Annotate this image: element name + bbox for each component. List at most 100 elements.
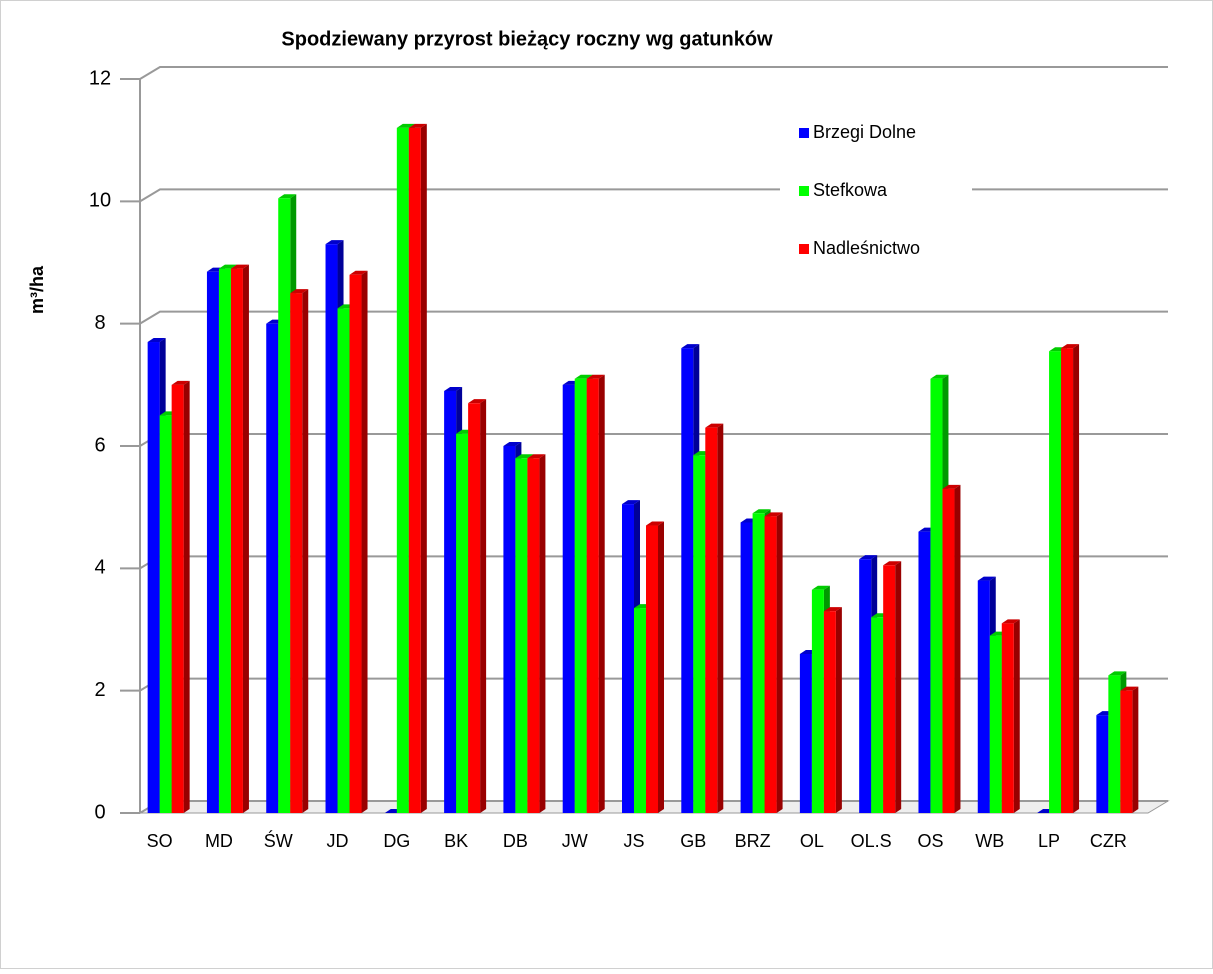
bar — [527, 458, 540, 813]
y-tick-label: 4 — [94, 557, 105, 579]
bar — [871, 617, 884, 813]
bar — [1108, 675, 1121, 813]
x-tick-label: OL.S — [851, 831, 892, 851]
legend-box — [780, 110, 972, 270]
bar-top — [1108, 671, 1127, 676]
bar — [1120, 690, 1133, 813]
bar — [444, 390, 457, 813]
chart-title: Spodziewany przyrost bieżący roczny wg g… — [281, 28, 773, 50]
legend-swatch — [799, 128, 809, 138]
bar-top — [1120, 686, 1139, 691]
bar-side — [954, 484, 961, 813]
y-axis-label: m³/ha — [27, 265, 47, 314]
bar-top — [230, 264, 249, 269]
bar-side — [598, 374, 605, 813]
bar — [918, 531, 931, 813]
bar-top — [811, 585, 830, 590]
bar — [266, 323, 279, 813]
bar-top — [503, 442, 522, 446]
bar — [1001, 623, 1014, 813]
bar — [799, 653, 812, 813]
legend-label: Stefkowa — [813, 180, 888, 200]
bar — [823, 611, 836, 813]
bar — [705, 427, 718, 813]
bar — [634, 608, 646, 813]
bar — [562, 384, 575, 813]
bar-top — [681, 344, 700, 349]
y-tick-label: 12 — [89, 67, 111, 89]
bar — [503, 446, 516, 813]
bar-top — [444, 386, 463, 391]
bar-side — [361, 270, 368, 813]
bar-top — [468, 399, 487, 404]
bar-top — [171, 380, 190, 385]
bar-side — [420, 123, 427, 813]
x-tick-label: SO — [147, 831, 173, 851]
bar — [159, 415, 172, 813]
bar-top — [646, 521, 664, 526]
bar — [218, 268, 231, 813]
bar-top — [278, 194, 297, 199]
x-tick-label: DG — [383, 831, 410, 851]
bar — [1049, 351, 1062, 813]
bar-side — [1013, 619, 1020, 813]
bar — [989, 635, 1002, 813]
bar-top — [764, 512, 783, 517]
x-tick-label: JW — [562, 831, 588, 851]
bar — [325, 244, 338, 813]
bar — [752, 513, 765, 813]
bar — [349, 274, 362, 813]
x-tick-label: GB — [680, 831, 706, 851]
bar — [646, 525, 658, 813]
bar-side — [658, 521, 664, 813]
x-tick-label: WB — [975, 831, 1004, 851]
bar-top — [823, 607, 842, 612]
bar-top — [752, 509, 771, 514]
bar-side — [480, 399, 487, 813]
bar-top — [883, 561, 902, 566]
bar — [206, 271, 219, 813]
bar — [1061, 348, 1074, 813]
bar-side — [895, 561, 902, 813]
bar — [290, 293, 303, 813]
x-tick-label: CZR — [1090, 831, 1127, 851]
bar-top — [586, 374, 605, 379]
x-tick-label: JD — [327, 831, 349, 851]
bar-top — [147, 338, 166, 343]
bar — [764, 516, 777, 813]
bar-top — [977, 576, 996, 581]
y-tick-label: 10 — [89, 190, 111, 212]
bar-side — [1132, 686, 1139, 813]
bar-top — [349, 270, 368, 275]
grid-line — [139, 310, 1168, 325]
x-tick-label: ŚW — [264, 830, 293, 851]
y-tick-label: 6 — [94, 434, 105, 456]
bar-side — [302, 289, 309, 813]
x-tick-label: BK — [444, 831, 468, 851]
bar-side — [717, 423, 724, 813]
bar-side — [183, 380, 190, 813]
bar-top — [859, 555, 878, 560]
bar — [942, 488, 955, 813]
bar — [1096, 715, 1109, 813]
bar-top — [1001, 619, 1020, 624]
x-tick-label: DB — [503, 831, 528, 851]
legend-swatch — [799, 186, 809, 196]
bar — [859, 559, 872, 813]
bar — [740, 522, 753, 813]
bar-top — [290, 289, 309, 294]
x-tick-label: OL — [800, 831, 824, 851]
bar-top — [325, 240, 344, 245]
bar-side — [242, 264, 249, 813]
y-tick-label: 8 — [94, 312, 105, 334]
bar — [930, 378, 943, 813]
y-tick-label: 2 — [94, 679, 105, 701]
legend-label: Brzegi Dolne — [813, 122, 916, 142]
bar-top — [622, 500, 640, 505]
bar — [337, 308, 350, 813]
bar — [811, 589, 824, 813]
x-tick-label: JS — [623, 831, 644, 851]
bar-top — [1061, 344, 1080, 349]
legend-swatch — [799, 244, 809, 254]
bar — [147, 342, 160, 813]
